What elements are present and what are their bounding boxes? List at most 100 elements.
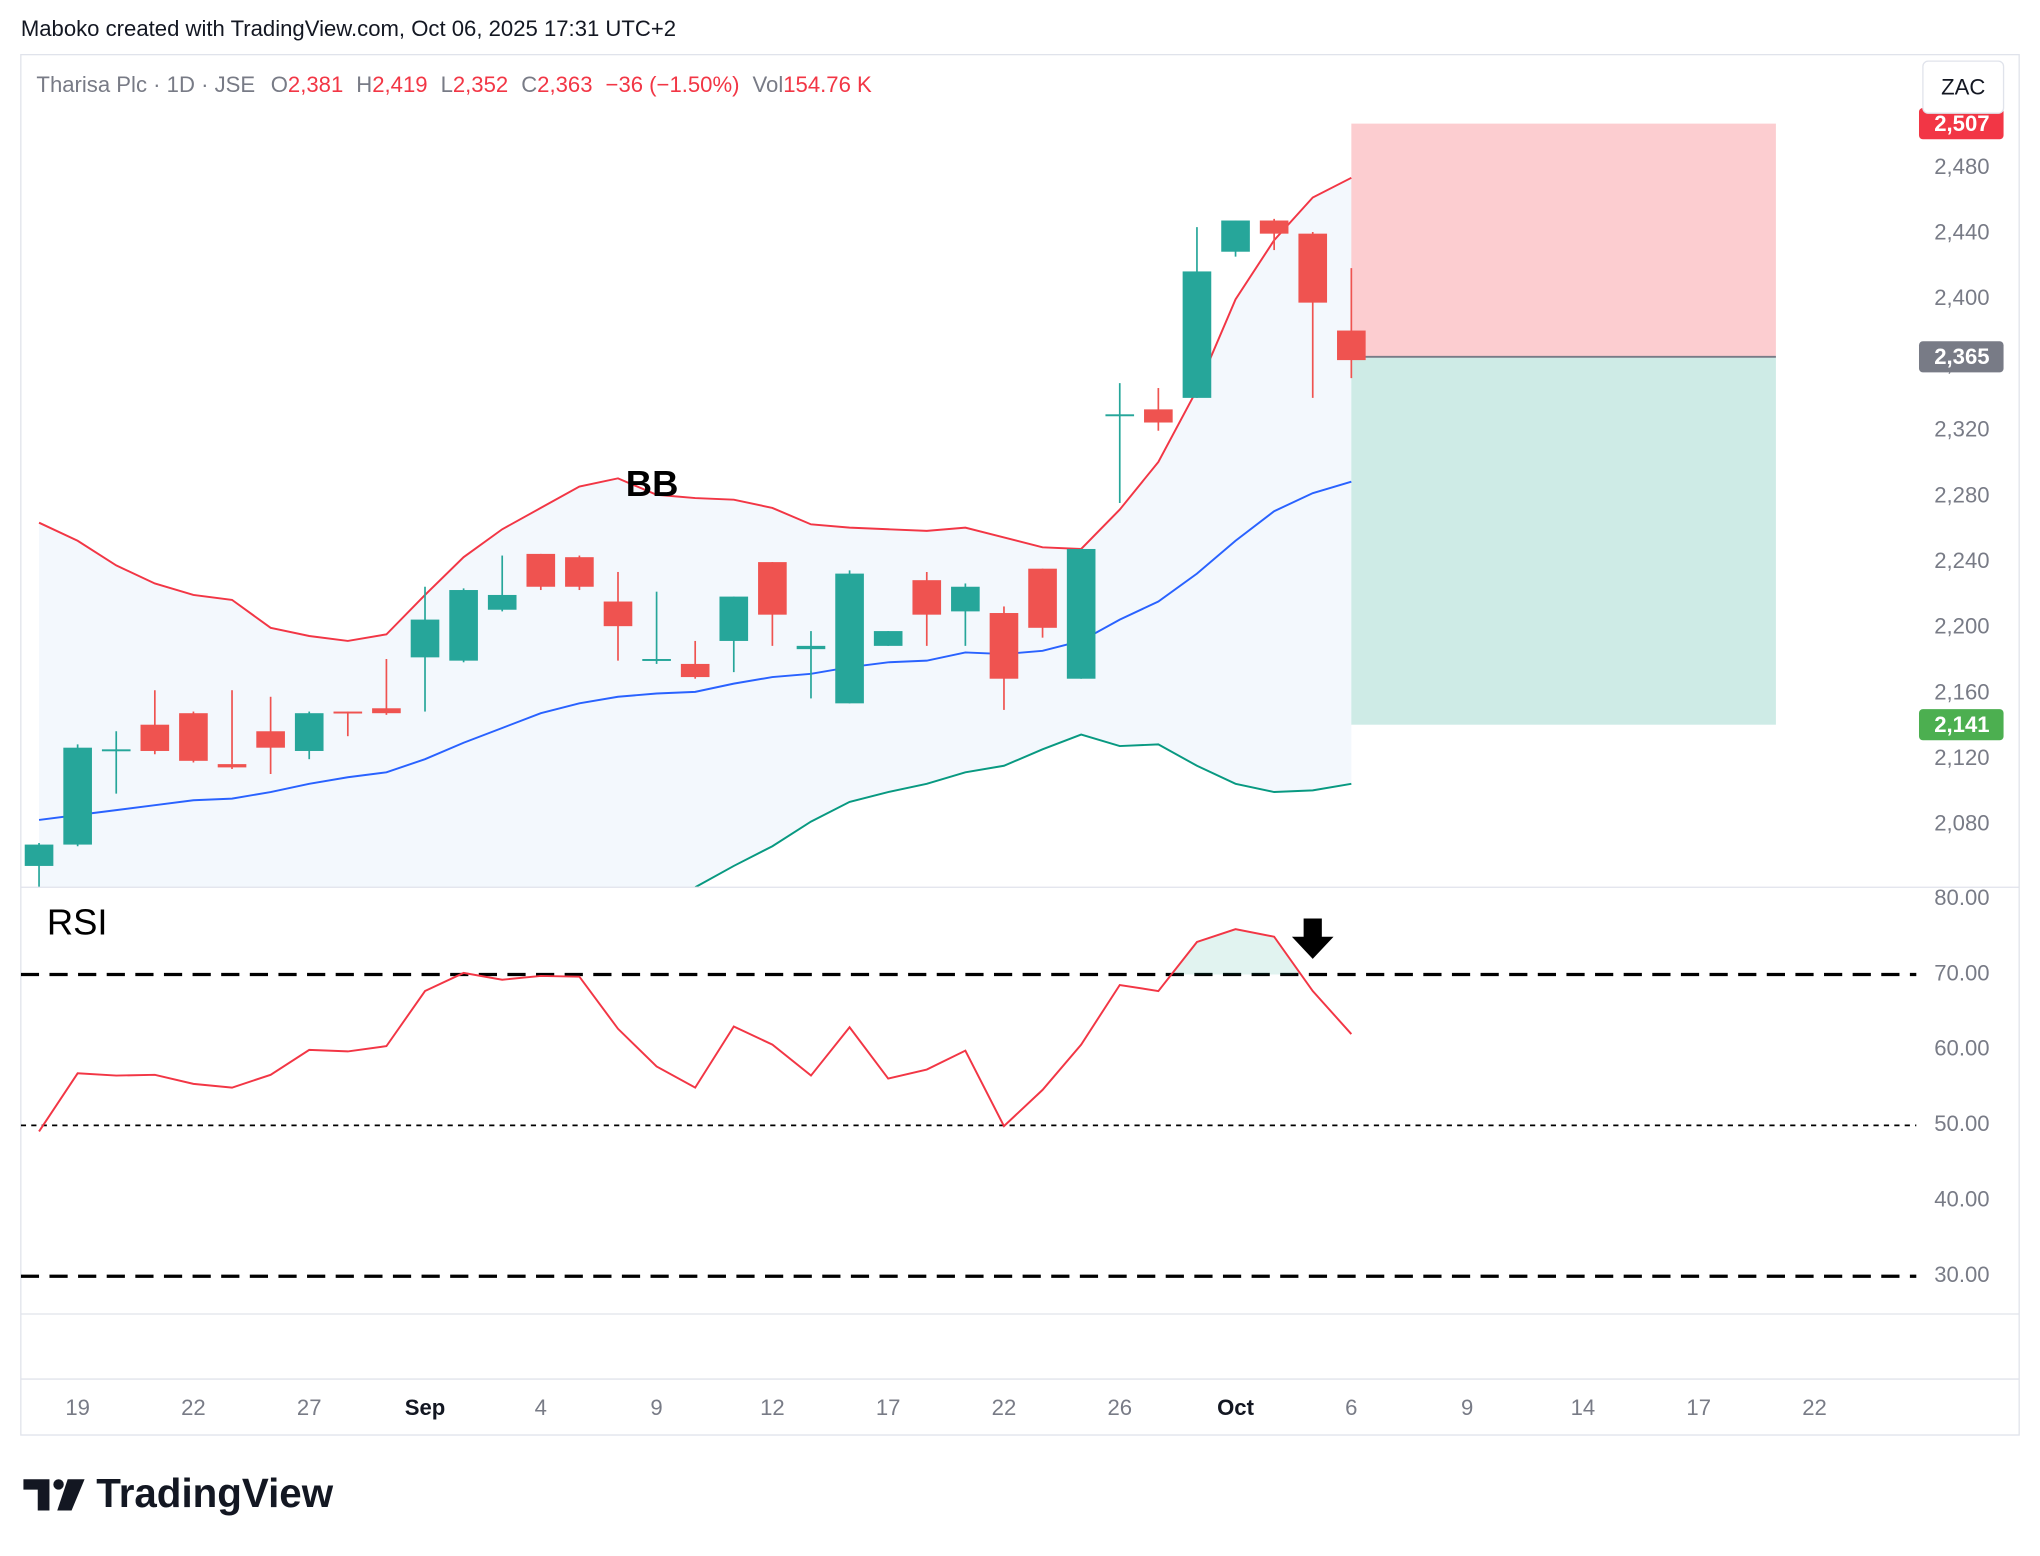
x-tick-label: 26 — [1107, 1395, 1132, 1420]
x-tick-label: 12 — [760, 1395, 785, 1420]
y-tick-label: 80.00 — [1934, 885, 1989, 910]
candle-body — [1259, 220, 1289, 234]
bb-label: BB — [626, 463, 679, 504]
candle-body — [1028, 568, 1057, 628]
legend-key: Vol — [753, 72, 784, 97]
candle-body — [449, 590, 478, 661]
candle-body — [487, 594, 517, 610]
rsi-line — [38, 928, 1353, 1132]
candle-body — [603, 601, 633, 627]
candle-body — [680, 663, 710, 678]
candle-body — [1144, 409, 1173, 423]
candle-body — [410, 619, 440, 658]
entry-price-label: 2,365 — [1934, 344, 1989, 369]
rsi-pane — [20, 928, 1917, 1278]
x-tick-label: 9 — [650, 1395, 662, 1420]
candle-body — [179, 713, 208, 761]
x-tick-label: 4 — [535, 1395, 547, 1420]
legend-value: 2,352 — [453, 72, 508, 97]
stop-price-label-box — [1918, 108, 2004, 140]
legend-value: 2,419 — [372, 72, 427, 97]
x-tick-label: 17 — [876, 1395, 901, 1420]
frame — [20, 53, 2020, 1436]
legend-key: O — [271, 72, 288, 97]
x-tick-label: 22 — [181, 1395, 206, 1420]
candle-body — [1298, 233, 1328, 303]
band-line — [38, 176, 1352, 642]
band-fill — [39, 177, 1352, 888]
x-tick-label: 27 — [297, 1395, 322, 1420]
brand-name: TradingView — [96, 1470, 333, 1516]
y-tick-label: 2,320 — [1934, 417, 1989, 442]
legend-change: −36 (−1.50%) — [606, 72, 740, 97]
y-tick-label: 60.00 — [1934, 1036, 1989, 1061]
legend-value: 2,363 — [537, 72, 592, 97]
y-tick-label: 30.00 — [1934, 1262, 1989, 1287]
candle-body — [333, 711, 363, 714]
candle-body — [1066, 548, 1096, 679]
candle-body — [642, 659, 671, 661]
caption: Maboko created with TradingView.com, Oct… — [21, 16, 676, 41]
price-pane — [24, 123, 1776, 888]
currency: ZAC — [1941, 74, 1985, 99]
candle-body — [989, 613, 1019, 679]
y-tick-label: 2,440 — [1934, 219, 1989, 244]
y-tick-label: 2,160 — [1934, 679, 1989, 704]
candle-body — [796, 645, 826, 650]
x-tick-label: 17 — [1686, 1395, 1711, 1420]
candle-body — [256, 731, 285, 748]
y-tick-label: 40.00 — [1934, 1187, 1989, 1212]
y-tick-label: 2,280 — [1934, 482, 1989, 507]
candle-body — [63, 747, 92, 845]
candle-body — [24, 844, 54, 866]
candle-body — [835, 573, 864, 704]
candle-body — [1105, 414, 1135, 417]
candle-body — [140, 724, 170, 751]
candle-body — [565, 557, 594, 587]
x-tick-label: Sep — [405, 1395, 446, 1420]
y-tick-label: 2,200 — [1934, 614, 1989, 639]
y-tick-label: 70.00 — [1934, 960, 1989, 985]
stop-price-label: 2,507 — [1934, 111, 1989, 136]
legend-key: H — [356, 72, 372, 97]
x-tick-label: 14 — [1571, 1395, 1596, 1420]
x-tick-label: 22 — [1802, 1395, 1827, 1420]
band-line — [694, 733, 1352, 888]
legend-value: 154.76 K — [783, 72, 872, 97]
candle-body — [101, 749, 131, 752]
candle-body — [873, 631, 903, 646]
candle-body — [1221, 220, 1250, 252]
legend-symbol: Tharisa Plc · 1D · JSE — [36, 72, 255, 97]
x-tick-label: 6 — [1345, 1395, 1357, 1420]
y-tick-label: 2,480 — [1934, 154, 1989, 179]
target-price-label: 2,141 — [1934, 712, 1989, 737]
legend-key: C — [521, 72, 537, 97]
y-tick-label: 2,400 — [1934, 285, 1989, 310]
y-tick-label: 50.00 — [1934, 1111, 1989, 1136]
x-tick-label: 9 — [1461, 1395, 1473, 1420]
legend-key: L — [441, 72, 453, 97]
candle-body — [1337, 330, 1366, 361]
candle-body — [217, 764, 247, 768]
y-tick-label: 2,120 — [1934, 745, 1989, 770]
axes: 2,0802,1202,1602,2002,2402,2802,3202,360… — [1918, 108, 2004, 1287]
candle-body — [526, 553, 556, 587]
band-line — [38, 480, 1352, 821]
overbought-fill — [39, 929, 1352, 975]
y-tick-label: 2,240 — [1934, 548, 1989, 573]
x-tick-label: Oct — [1217, 1395, 1254, 1420]
candle-body — [1182, 271, 1212, 398]
candle-body — [372, 708, 401, 714]
entry-price-label-box — [1918, 341, 2004, 373]
stop-zone — [1351, 123, 1776, 357]
legend-value: 2,381 — [288, 72, 343, 97]
candle-body — [294, 713, 324, 751]
currency-box — [1922, 60, 2005, 114]
x-tick-label: 22 — [992, 1395, 1017, 1420]
x-tick-label: 19 — [65, 1395, 90, 1420]
brand-logo — [23, 1479, 85, 1511]
candle-body — [758, 562, 787, 615]
